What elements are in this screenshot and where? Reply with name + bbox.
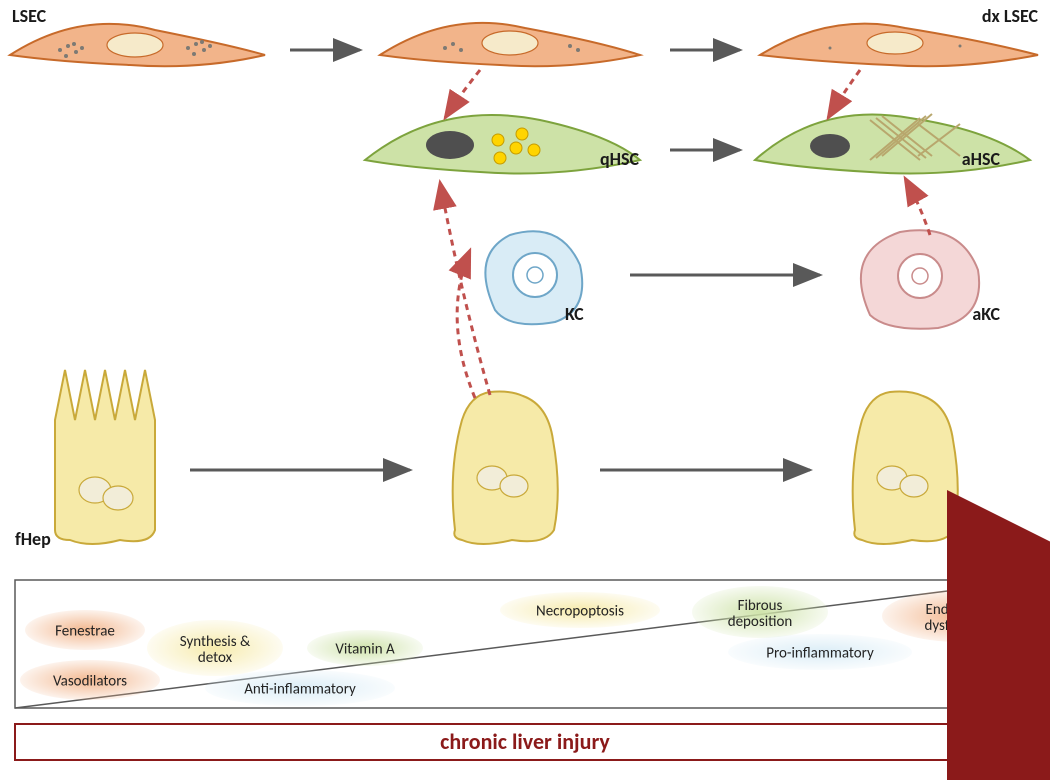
label-akc: aKC: [972, 303, 1000, 325]
cell-lsec-mid: [380, 23, 640, 66]
feature-bubble-label: Vitamin A: [335, 640, 395, 658]
label-qhsc: qHSC: [600, 148, 640, 170]
cell-dx-lsec: [760, 24, 1038, 67]
label-dx-hep: dx Hep: [948, 528, 1000, 550]
feature-bubble-label: dysfunction: [924, 617, 995, 635]
feature-bubble-label: Anti-inflammatory: [244, 680, 356, 698]
label-fhep: fHep: [15, 528, 51, 550]
banner-text: chronic liver injury: [440, 728, 610, 755]
cell-lsec: [10, 24, 265, 66]
feature-bubble-label: detox: [198, 649, 233, 667]
cell-fhep: [55, 370, 155, 544]
cell-mid-hep: [453, 392, 558, 545]
label-kc: KC: [565, 303, 584, 325]
label-lsec: LSEC: [12, 5, 47, 27]
diagram-canvas: LSEC dx LSEC qHSC aHSC KC aKC fHep dx He…: [0, 0, 1050, 780]
cell-qhsc: [365, 115, 640, 174]
banner-arrow: chronic liver injury: [15, 724, 1019, 760]
cell-dx-hep: [853, 392, 958, 545]
label-dx-lsec: dx LSEC: [982, 5, 1039, 27]
label-ahsc: aHSC: [962, 148, 1001, 170]
feature-bubble-label: Pro-inflammatory: [766, 644, 874, 662]
feature-bubble-label: Vasodilators: [53, 672, 127, 690]
feature-bubble-label: Fenestrae: [55, 622, 115, 640]
cell-akc: [861, 230, 979, 328]
feature-bubble-label: deposition: [728, 613, 793, 631]
feature-bubble-label: Necropoptosis: [536, 602, 624, 620]
